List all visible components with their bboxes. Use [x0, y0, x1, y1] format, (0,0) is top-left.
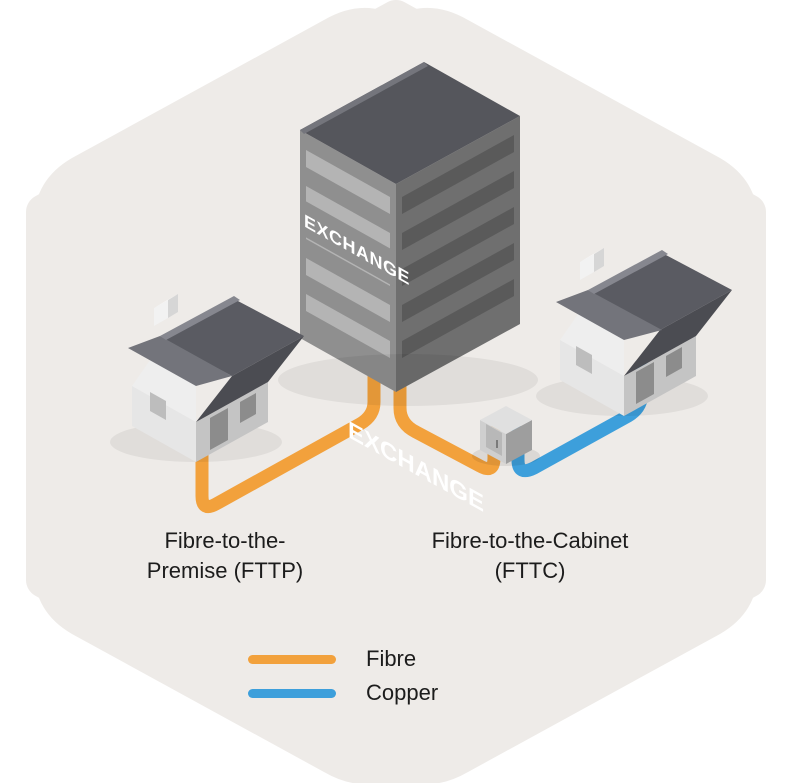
- label-fttp: Fibre-to-the- Premise (FTTP): [112, 526, 338, 585]
- legend-swatch-fibre: [248, 655, 336, 664]
- legend-row-fibre: Fibre: [248, 646, 438, 672]
- label-fttc-line2: (FTTC): [495, 558, 566, 583]
- label-fttc: Fibre-to-the-Cabinet (FTTC): [398, 526, 662, 585]
- legend: Fibre Copper: [248, 646, 438, 706]
- legend-label-copper: Copper: [366, 680, 438, 706]
- legend-label-fibre: Fibre: [366, 646, 416, 672]
- label-fttc-line1: Fibre-to-the-Cabinet: [432, 528, 629, 553]
- legend-swatch-copper: [248, 689, 336, 698]
- diagram-stage: EXCHANGE EXCHANGE: [0, 0, 793, 783]
- label-fttp-line1: Fibre-to-the-: [164, 528, 285, 553]
- label-fttp-line2: Premise (FTTP): [147, 558, 303, 583]
- legend-row-copper: Copper: [248, 680, 438, 706]
